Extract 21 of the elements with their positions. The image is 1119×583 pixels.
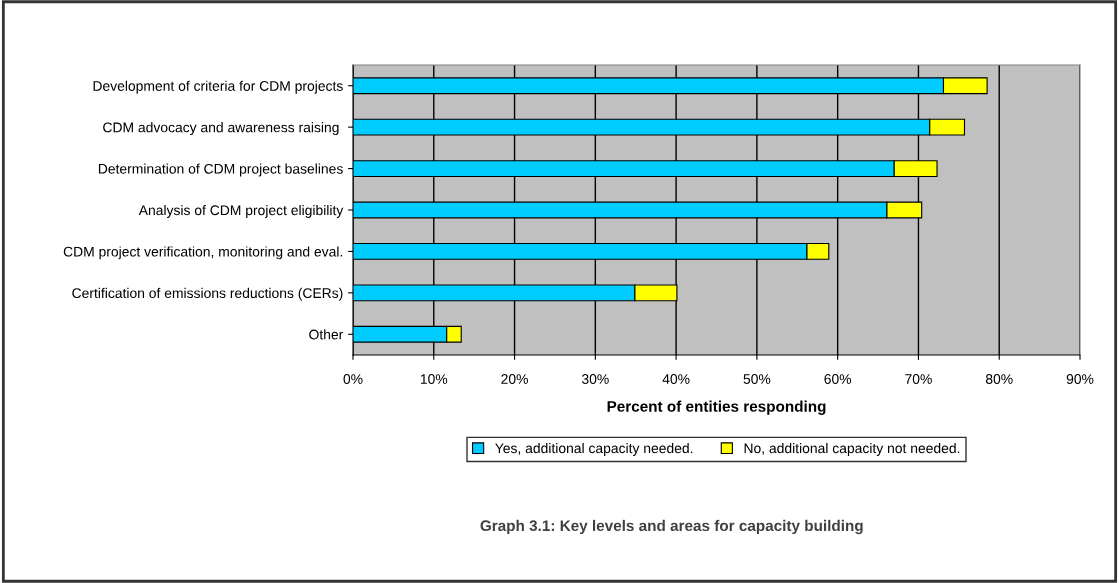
x-tick-label: 20% [501, 374, 528, 384]
y-tick-label: Development of criteria for CDM projects [93, 80, 343, 94]
y-tick-label: Analysis of CDM project eligibility [138, 204, 344, 218]
y-tick-label: Other [309, 329, 344, 340]
x-tick-label: 10% [420, 374, 448, 384]
text: Graph 3.1: Key levels and areas for capacity building [480, 519, 863, 535]
y-tick-label: CDM project verification, monitoring and eval. [63, 246, 343, 260]
y-tick-label: Certification of emissions reductions (CERs) [72, 287, 343, 301]
y-tick-label: Determination of CDM project baselines [98, 163, 343, 177]
x-tick-label: 30% [581, 374, 609, 384]
x-tick-label: 60% [824, 374, 852, 384]
x-axis-title: Percent of entities responding [607, 400, 826, 415]
y-tick-label: CDM advocacy and awareness raising [103, 122, 339, 136]
x-tick-label: 50% [743, 374, 771, 384]
x-tick-label: 90% [1066, 374, 1094, 384]
legend-label: No, additional capacity not needed. [744, 442, 960, 456]
x-tick-label: 0% [343, 374, 363, 384]
legend-label: Yes, additional capacity needed. [495, 442, 693, 456]
x-tick-label: 70% [905, 374, 932, 384]
x-tick-label: 80% [985, 374, 1013, 384]
x-tick-label: 40% [662, 374, 690, 384]
